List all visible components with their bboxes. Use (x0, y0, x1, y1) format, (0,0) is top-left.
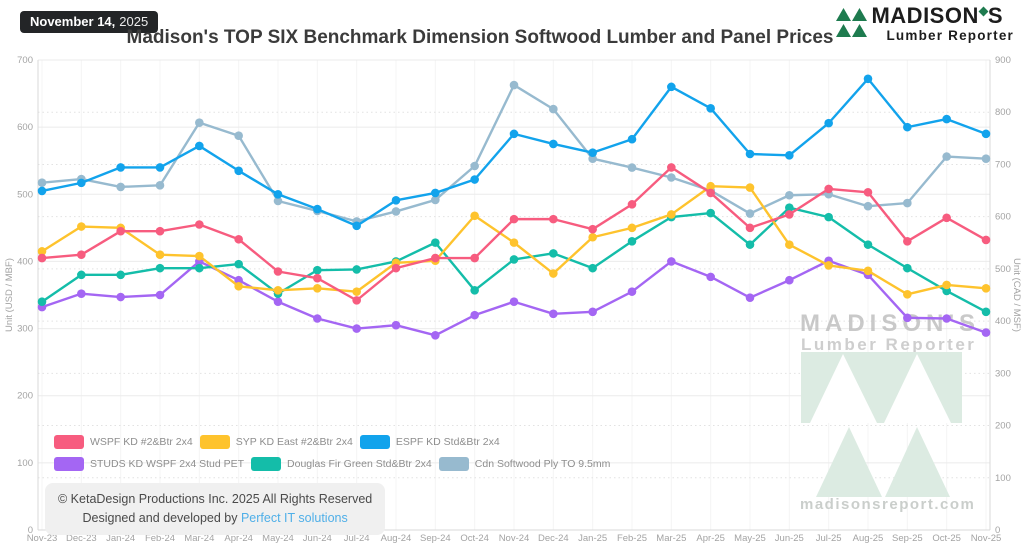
svg-text:May-25: May-25 (734, 533, 766, 544)
svg-text:700: 700 (995, 159, 1011, 170)
logo-name-post: S (987, 3, 1004, 28)
legend-label-ply: Cdn Softwood Ply TO 9.5mm (474, 458, 611, 470)
svg-text:500: 500 (17, 189, 33, 200)
svg-text:800: 800 (995, 107, 1011, 118)
copyright-text: © KetaDesign Productions Inc. 2025 All R… (58, 492, 373, 506)
svg-text:Nov-25: Nov-25 (971, 533, 1002, 544)
svg-text:Apr-24: Apr-24 (224, 533, 253, 544)
legend-swatch-wspf (54, 435, 84, 449)
svg-text:300: 300 (995, 368, 1011, 379)
legend-row-1: WSPF KD #2&Btr 2x4 SYP KD East #2&Btr 2x… (54, 431, 610, 453)
svg-text:Jan-25: Jan-25 (578, 533, 607, 544)
legend-swatch-ply (438, 457, 469, 471)
svg-text:Nov-23: Nov-23 (27, 533, 58, 544)
svg-text:Aug-25: Aug-25 (853, 533, 884, 544)
legend-label-wspf: WSPF KD #2&Btr 2x4 (90, 436, 193, 448)
svg-text:Jan-24: Jan-24 (106, 533, 135, 544)
legend-swatch-dougfir (251, 457, 282, 471)
svg-text:100: 100 (995, 473, 1011, 484)
logo-name-pre: MADISON (871, 3, 979, 28)
svg-text:600: 600 (17, 122, 33, 133)
credit-prefix: Designed and developed by (82, 510, 238, 525)
legend-item-studs[interactable]: STUDS KD WSPF 2x4 Stud PET (54, 457, 244, 471)
legend-item-espf[interactable]: ESPF KD Std&Btr 2x4 (359, 435, 500, 449)
watermark-site-text: madisonsreport.com (800, 496, 976, 513)
perfect-it-solutions-link[interactable]: Perfect IT solutions (240, 510, 348, 525)
svg-text:400: 400 (995, 316, 1011, 327)
svg-text:Sep-24: Sep-24 (420, 533, 451, 544)
svg-text:Dec-24: Dec-24 (538, 533, 569, 544)
svg-text:Jul-25: Jul-25 (816, 533, 842, 544)
svg-text:100: 100 (17, 458, 33, 469)
chart-legend: WSPF KD #2&Btr 2x4 SYP KD East #2&Btr 2x… (54, 431, 610, 475)
svg-text:600: 600 (995, 212, 1011, 223)
date-badge-year: 2025 (119, 14, 149, 29)
svg-text:May-24: May-24 (262, 533, 294, 544)
svg-text:500: 500 (995, 264, 1011, 275)
watermark-madisons-text: MADISON'S (800, 310, 981, 337)
legend-item-ply[interactable]: Cdn Softwood Ply TO 9.5mm (438, 457, 611, 471)
page-title: Madison's TOP SIX Benchmark Dimension So… (126, 27, 834, 48)
legend-label-syp: SYP KD East #2&Btr 2x4 (235, 436, 353, 448)
legend-item-dougfir[interactable]: Douglas Fir Green Std&Btr 2x4 (251, 457, 432, 471)
copyright-box: © KetaDesign Productions Inc. 2025 All R… (45, 483, 386, 535)
date-badge: November 14, 2025 (20, 11, 159, 33)
logo-apostrophe-icon (978, 6, 989, 17)
svg-text:Nov-24: Nov-24 (499, 533, 530, 544)
legend-label-studs: STUDS KD WSPF 2x4 Stud PET (90, 458, 245, 470)
svg-text:Jul-24: Jul-24 (344, 533, 370, 544)
logo-subtitle: Lumber Reporter (886, 28, 1014, 43)
svg-text:Mar-25: Mar-25 (656, 533, 686, 544)
svg-text:700: 700 (17, 55, 33, 66)
svg-text:Dec-23: Dec-23 (66, 533, 97, 544)
credit-text: Designed and developed by Perfect IT sol… (58, 509, 372, 528)
legend-swatch-syp (199, 435, 230, 449)
svg-text:Unit (USD / MBF): Unit (USD / MBF) (4, 258, 15, 332)
svg-text:200: 200 (17, 391, 33, 402)
svg-text:0: 0 (995, 525, 1000, 536)
svg-text:Jun-24: Jun-24 (303, 533, 332, 544)
legend-swatch-espf (359, 435, 390, 449)
logo-name: MADISON S (871, 5, 1014, 27)
legend-swatch-studs (54, 457, 84, 471)
legend-row-2: STUDS KD WSPF 2x4 Stud PET Douglas Fir G… (54, 453, 610, 475)
svg-text:300: 300 (17, 324, 33, 335)
svg-text:Feb-25: Feb-25 (617, 533, 647, 544)
madisons-triangles-icon (836, 8, 868, 37)
svg-text:Feb-24: Feb-24 (145, 533, 175, 544)
svg-text:200: 200 (995, 421, 1011, 432)
svg-text:Oct-24: Oct-24 (460, 533, 489, 544)
legend-item-wspf[interactable]: WSPF KD #2&Btr 2x4 (54, 435, 193, 449)
legend-label-dougfir: Douglas Fir Green Std&Btr 2x4 (287, 458, 432, 470)
svg-text:Sep-25: Sep-25 (892, 533, 923, 544)
svg-text:0: 0 (28, 525, 33, 536)
watermark-lumber-reporter-text: Lumber Reporter (801, 335, 977, 354)
date-badge-date: November 14, (30, 14, 116, 29)
svg-text:400: 400 (17, 256, 33, 267)
svg-text:Apr-25: Apr-25 (696, 533, 725, 544)
svg-text:900: 900 (995, 55, 1011, 66)
svg-text:Mar-24: Mar-24 (184, 533, 214, 544)
svg-text:Oct-25: Oct-25 (932, 533, 961, 544)
svg-text:Jun-25: Jun-25 (775, 533, 804, 544)
watermark: MADISON'S Lumber Reporter madisonsreport… (800, 310, 976, 520)
svg-text:Unit (CAD / MSF): Unit (CAD / MSF) (1011, 258, 1022, 332)
madisons-logo: MADISON S Lumber Reporter (835, 5, 1014, 43)
madisons-logo-watermark-icon (801, 352, 962, 497)
legend-item-syp[interactable]: SYP KD East #2&Btr 2x4 (199, 435, 353, 449)
logo-text: MADISON S Lumber Reporter (871, 5, 1014, 44)
legend-label-espf: ESPF KD Std&Btr 2x4 (395, 436, 500, 448)
svg-text:Aug-24: Aug-24 (381, 533, 412, 544)
